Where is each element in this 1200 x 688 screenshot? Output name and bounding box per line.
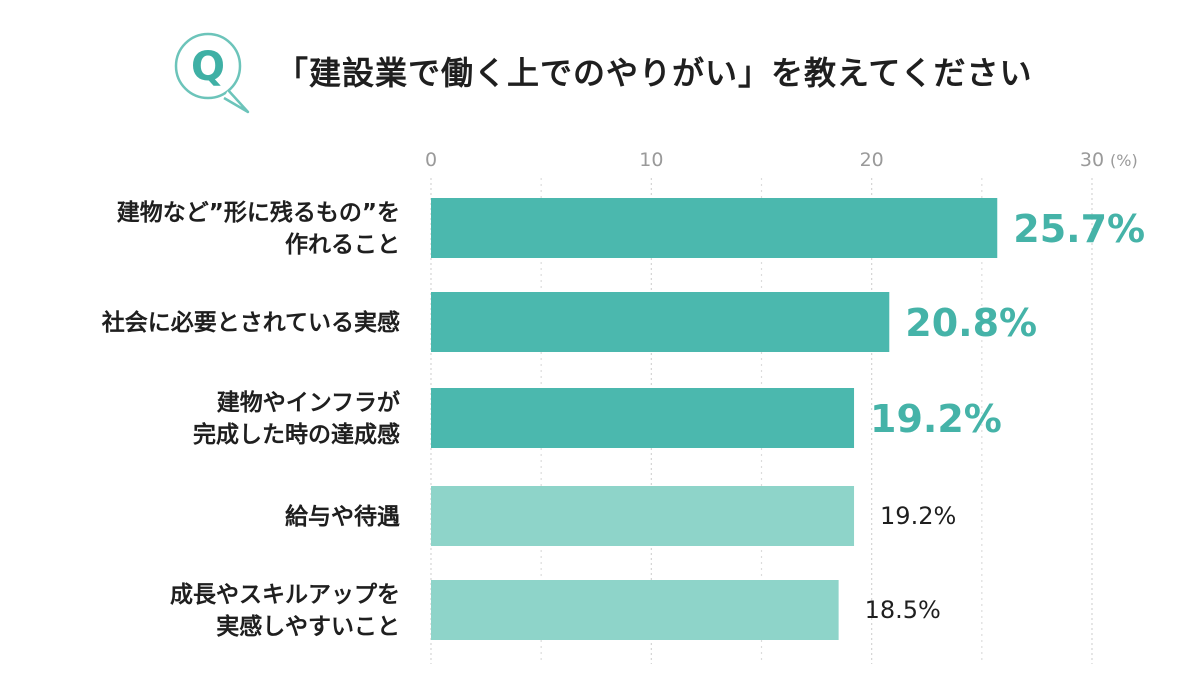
x-unit-label: (%): [1110, 151, 1138, 170]
bar: [431, 292, 890, 352]
value-label: 19.2%: [880, 502, 956, 530]
x-tick-label: 30: [1080, 149, 1104, 171]
x-tick-label: 10: [639, 149, 663, 171]
x-tick-label: 0: [425, 149, 437, 171]
bars: [431, 198, 998, 640]
value-label: 19.2%: [870, 397, 1002, 441]
category-label: 給与や待遇: [285, 503, 400, 530]
q-speech-bubble-icon: Q: [174, 32, 250, 114]
q-badge-tail: [223, 89, 250, 114]
bar: [431, 580, 839, 640]
value-label: 25.7%: [1013, 207, 1145, 251]
value-label: 20.8%: [905, 301, 1037, 345]
q-badge-ring: [174, 32, 242, 100]
category-label: 建物など”形に残るもの”を作れること: [117, 199, 400, 258]
question-title: 「建設業で働く上でのやりがい」を教えてください: [276, 54, 1033, 92]
question-header: Q 「建設業で働く上でのやりがい」を教えてください: [168, 28, 1168, 118]
value-labels: 25.7% 20.8% 19.2% 19.2% 18.5%: [865, 207, 1145, 624]
category-labels: 建物など”形に残るもの”を作れること社会に必要とされている実感建物やインフラが完…: [102, 199, 400, 640]
bar: [431, 388, 855, 448]
x-axis-ticks: 0 10 20 30 (%): [425, 149, 1138, 171]
category-label: 成長やスキルアップを実感しやすいこと: [170, 582, 400, 640]
bar: [431, 198, 998, 258]
bar: [431, 486, 855, 546]
value-label: 18.5%: [865, 596, 941, 624]
q-badge-letter: Q: [191, 44, 225, 90]
x-tick-label: 20: [860, 149, 884, 171]
category-label: 社会に必要とされている実感: [102, 309, 400, 336]
category-label: 建物やインフラが完成した時の達成感: [193, 389, 400, 448]
